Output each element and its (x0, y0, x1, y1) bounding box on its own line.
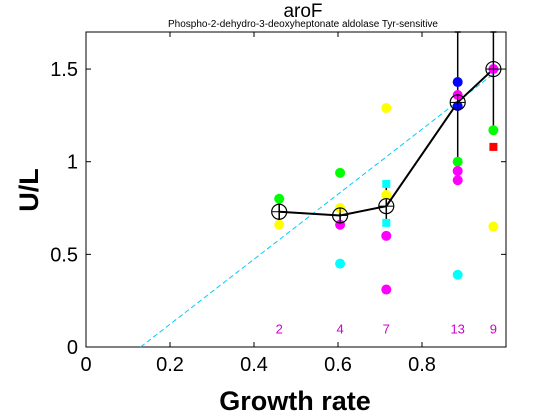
data-point (452, 156, 463, 167)
data-point-square (382, 218, 391, 227)
x-tick-label: 0.6 (324, 354, 352, 376)
mean-marker (378, 198, 395, 215)
data-point (488, 125, 499, 136)
data-point (335, 258, 346, 269)
data-point (274, 193, 285, 204)
sample-count-label: 13 (450, 321, 464, 336)
data-point (335, 167, 346, 178)
chart-title: aroF (283, 1, 322, 22)
y-axis-label: U/L (14, 168, 44, 212)
x-axis-label: Growth rate (219, 386, 371, 416)
data-point (452, 77, 463, 88)
y-tick-label: 1.5 (50, 59, 78, 81)
x-tick-label: 0.4 (240, 354, 268, 376)
data-point (381, 284, 392, 295)
mean-marker (271, 203, 288, 220)
sample-count-label: 9 (490, 321, 497, 336)
data-point-square (489, 142, 498, 151)
data-point-square (382, 179, 391, 188)
y-tick-label: 0 (67, 337, 78, 359)
data-point (274, 219, 285, 230)
data-point (381, 102, 392, 113)
y-tick-label: 0.5 (50, 244, 78, 266)
mean-marker (485, 60, 502, 78)
data-point (452, 165, 463, 176)
mean-marker (332, 207, 349, 224)
x-tick-label: 0.8 (408, 354, 436, 376)
data-point (488, 221, 499, 232)
fit-line (140, 68, 501, 348)
sample-count-label: 7 (383, 321, 390, 336)
chart-subtitle: Phospho-2-dehydro-3-deoxyheptonate aldol… (168, 19, 438, 30)
x-tick-label: 0 (80, 354, 91, 376)
plot-area (85, 31, 507, 348)
sample-count-label: 4 (336, 321, 343, 336)
y-tick-label: 1 (67, 152, 78, 174)
data-point (452, 175, 463, 186)
sample-count-label: 2 (276, 321, 283, 336)
x-tick-label: 0.2 (156, 354, 184, 376)
mean-marker (449, 94, 466, 111)
data-point (452, 269, 463, 280)
data-point (381, 190, 392, 201)
data-point (381, 230, 392, 241)
